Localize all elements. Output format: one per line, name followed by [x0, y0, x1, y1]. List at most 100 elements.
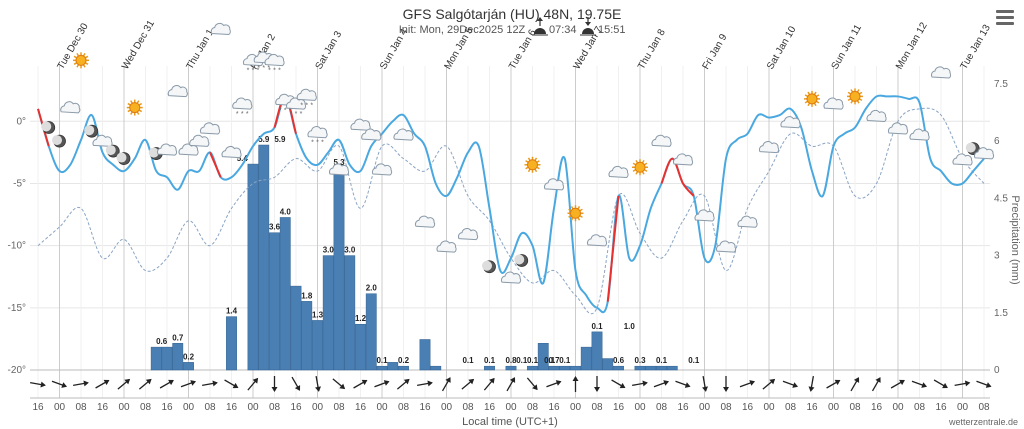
- snow-flake: *: [310, 102, 313, 109]
- snow-icon: * * *: [296, 88, 317, 109]
- hour-tick: 08: [398, 402, 410, 413]
- cloud-icon: [672, 153, 694, 166]
- snow-flake: *: [257, 68, 260, 75]
- hour-tick: 16: [742, 402, 754, 413]
- snow-flake: *: [246, 111, 249, 118]
- y-right-tick: 3: [994, 251, 1000, 262]
- hour-tick: 08: [204, 402, 216, 413]
- cloud-shape: [307, 126, 328, 139]
- sunrise-time: 07:34: [549, 24, 577, 36]
- cloud-shape: [210, 22, 231, 35]
- precip-label: 0.2: [398, 356, 410, 365]
- hour-tick: 00: [828, 402, 840, 413]
- wind-arrow: [224, 379, 239, 389]
- hour-ticks: 16 00 08 16 00 08 16 00 08 16 00 08 16 00 08 16 00 08 16 00…: [32, 402, 990, 413]
- precip-bar: [172, 343, 184, 371]
- y-left-tick: -20°: [8, 365, 26, 376]
- wind-arrow: [374, 380, 390, 388]
- moon-light: [116, 152, 127, 163]
- cloud-icon: [60, 101, 81, 114]
- sunrise-icon: [532, 17, 548, 36]
- precip-label: 0.1: [591, 322, 603, 331]
- wind-arrow: [271, 376, 278, 392]
- precip-bar: [258, 144, 270, 371]
- precip-label: 5.3: [333, 158, 345, 167]
- snow-flake: *: [290, 111, 293, 118]
- precipitation-bars: [150, 144, 678, 371]
- cloud-shape: [199, 122, 221, 135]
- wind-arrow: [332, 378, 346, 390]
- precip-bar: [398, 365, 409, 371]
- sun-icon: [847, 88, 863, 105]
- precip-bar: [634, 365, 646, 371]
- wind-head: [61, 382, 68, 388]
- wind-arrow: [675, 380, 691, 388]
- precip-label: 5.9: [258, 135, 270, 144]
- hour-tick: 16: [484, 402, 496, 413]
- init-label: Init: Mon, 29Dec2025 12Z: [399, 24, 526, 36]
- wind-arrow: [95, 379, 110, 389]
- snow-flake: *: [300, 102, 303, 109]
- wind-head: [792, 382, 799, 388]
- precip-label: 1.8: [301, 291, 313, 300]
- cloud-icon: [737, 215, 758, 228]
- wind-head: [875, 377, 881, 383]
- y-axis-right: 7.5 6 4.5 3 1.5 0: [994, 79, 1008, 376]
- hour-tick: 16: [806, 402, 818, 413]
- precip-label: 1.4: [226, 307, 238, 316]
- wind-head: [103, 379, 110, 386]
- moon-light: [965, 142, 976, 153]
- hour-tick: 00: [957, 402, 969, 413]
- y-right-tick: 0: [994, 365, 1000, 376]
- moon-icon: [482, 260, 496, 274]
- wind-head: [619, 382, 626, 389]
- wind-arrow: [546, 380, 562, 388]
- hour-tick: 16: [548, 402, 560, 413]
- hour-tick: 00: [312, 402, 324, 413]
- menu-icon[interactable]: [996, 10, 1014, 26]
- sun-disc: [75, 54, 87, 66]
- cloud-shape: [361, 128, 382, 141]
- cloud-shape: [866, 109, 887, 123]
- wind-head: [124, 378, 131, 385]
- wind-arrow: [890, 379, 905, 389]
- snow-flake: *: [262, 65, 265, 72]
- wind-head: [702, 386, 708, 392]
- wind-head: [834, 379, 841, 386]
- credit-label: wetterzentrale.de: [948, 417, 1018, 427]
- hour-tick: 00: [183, 402, 195, 413]
- sunset-time: 15:51: [598, 24, 626, 36]
- hour-tick: 08: [978, 402, 990, 413]
- moon-light: [482, 260, 492, 271]
- snow-flake: *: [311, 140, 314, 147]
- moon-light: [148, 147, 159, 158]
- snow-flake: *: [273, 68, 276, 75]
- cloud-shape: [285, 97, 307, 110]
- cloud-icon: [780, 116, 801, 129]
- hour-tick: 16: [161, 402, 173, 413]
- precip-bar: [656, 365, 667, 371]
- wind-arrow: [247, 377, 259, 391]
- precip-bar: [161, 346, 173, 371]
- y-left-tick: 0°: [16, 116, 26, 127]
- cloud-icon: [952, 153, 973, 166]
- precip-bar: [322, 255, 334, 371]
- precip-bar: [505, 365, 517, 371]
- cloud-shape: [457, 228, 479, 241]
- snow-flake: *: [247, 68, 250, 75]
- cloud-shape: [232, 97, 253, 110]
- snow-flake: *: [257, 65, 260, 72]
- day-label: Mon Jan 12: [894, 20, 930, 71]
- warm-segment: [209, 151, 222, 178]
- wind-head: [445, 377, 451, 383]
- wind-head: [190, 380, 197, 386]
- precip-label: 0.6: [156, 337, 168, 346]
- cloud-shape: [178, 143, 199, 156]
- precip-bar: [613, 365, 624, 371]
- hour-tick: 00: [634, 402, 646, 413]
- wind-arrow: [762, 378, 776, 390]
- wind-arrows: [30, 376, 992, 392]
- precip-bar: [537, 343, 549, 371]
- moon-light: [52, 135, 62, 146]
- precipitation-labels: 0.6 0.7 0.2 1.4 5.4 5.9 3.6 4.0 5.9 1.8 1.3 3.0 5.3 3…: [156, 135, 700, 365]
